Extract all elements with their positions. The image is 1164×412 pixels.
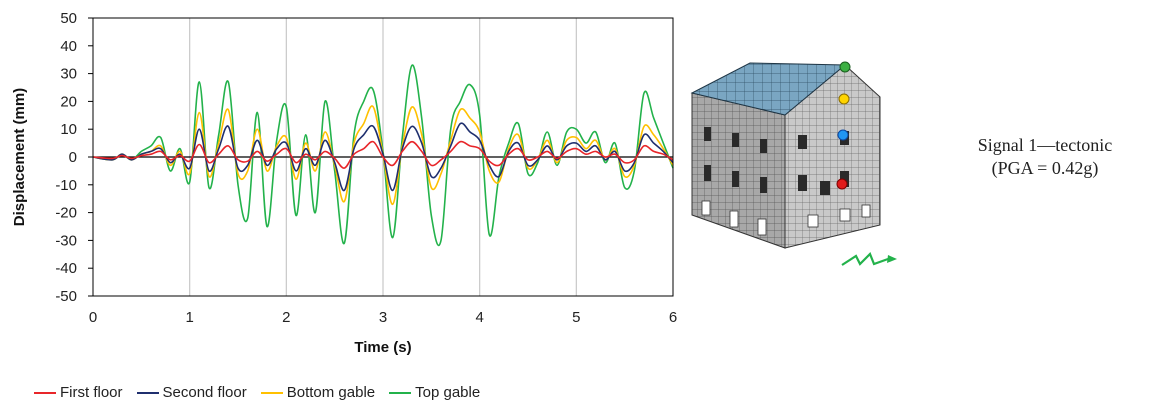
y-axis-title: Displacement (mm) <box>11 88 28 226</box>
x-tick-label: 6 <box>669 309 677 326</box>
y-tick-label: -50 <box>55 288 77 305</box>
x-tick-label: 5 <box>572 309 580 326</box>
legend-label-first-floor: First floor <box>60 384 123 401</box>
displacement-chart: 50 40 30 20 10 0 -10 -20 -30 -40 -50 0 1 2 3 4 5 6 Time (… <box>11 10 677 356</box>
ground-motion-arrow-icon <box>841 252 897 266</box>
second-floor-marker <box>837 129 849 141</box>
y-tick-label: -40 <box>55 260 77 277</box>
legend-label-bottom-gable: Bottom gable <box>286 384 376 401</box>
x-tick-label: 2 <box>282 309 290 326</box>
building-walls <box>691 64 881 249</box>
x-tick-label: 0 <box>89 309 97 326</box>
legend-swatch-top-gable <box>389 391 412 394</box>
y-tick-label: 30 <box>60 66 77 83</box>
legend-label-top-gable: Top gable <box>415 384 481 401</box>
chart-series <box>92 64 674 247</box>
y-tick-label: 0 <box>69 149 77 166</box>
y-tick-label: 40 <box>60 38 77 55</box>
x-axis-title: Time (s) <box>354 339 411 356</box>
building-model-illustration <box>690 61 897 266</box>
x-tick-label: 1 <box>185 309 193 326</box>
legend-item-second-floor: Second floor <box>136 384 247 401</box>
top-gable-marker <box>839 61 851 73</box>
building-ground-openings <box>701 200 871 236</box>
x-tick-label: 3 <box>379 309 387 326</box>
signal-description: Signal 1—tectonic (PGA = 0.42g) <box>930 134 1160 180</box>
bottom-gable-marker <box>838 93 850 105</box>
legend-swatch-second-floor <box>136 391 159 394</box>
series-line-bottom-gable <box>92 105 674 206</box>
y-tick-label: 20 <box>60 93 77 110</box>
legend-swatch-first-floor <box>34 391 56 394</box>
y-tick-label: 10 <box>60 121 77 138</box>
y-tick-label: -20 <box>55 205 77 222</box>
legend-swatch-bottom-gable <box>260 391 283 394</box>
x-tick-label: 4 <box>475 309 483 326</box>
series-line-first-floor <box>92 140 674 169</box>
chart-legend: First floor Second floor Bottom gable To… <box>34 384 480 401</box>
legend-label-second-floor: Second floor <box>162 384 247 401</box>
plot-frame <box>92 17 674 297</box>
legend-item-top-gable: Top gable <box>389 384 480 401</box>
y-tick-label: -30 <box>55 232 77 249</box>
legend-item-bottom-gable: Bottom gable <box>260 384 376 401</box>
legend-item-first-floor: First floor <box>34 384 123 401</box>
series-line-top-gable <box>92 64 674 247</box>
signal-name: Signal 1—tectonic <box>977 135 1113 155</box>
chart-ticks: 50 40 30 20 10 0 -10 -20 -30 -40 -50 0 1 2 3 4 5 6 <box>55 10 677 326</box>
series-line-second-floor <box>92 122 674 192</box>
first-floor-marker <box>836 178 848 190</box>
signal-pga: (PGA = 0.42g) <box>991 158 1099 178</box>
y-tick-label: -10 <box>55 177 77 194</box>
y-tick-label: 50 <box>60 10 77 27</box>
